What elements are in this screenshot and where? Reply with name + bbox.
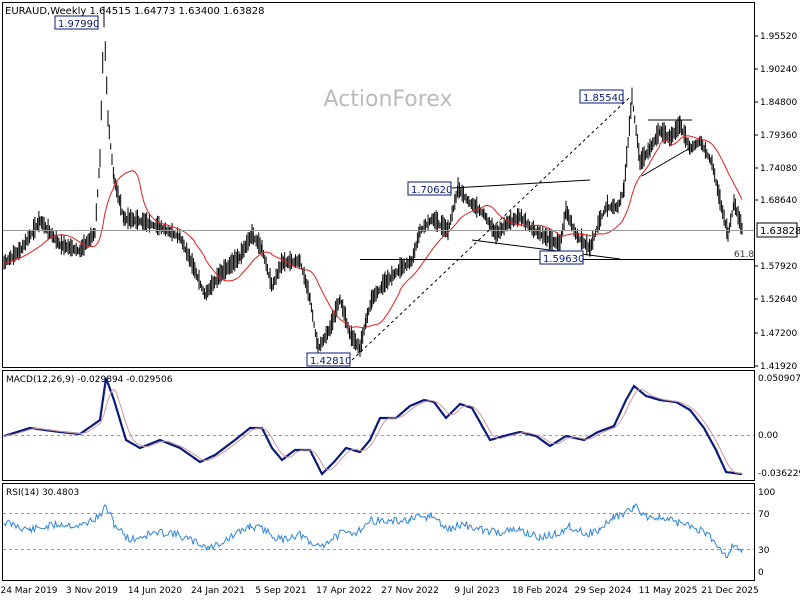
x-tick-label: 21 Dec 2025 xyxy=(701,586,759,596)
price-tick-label: 1.52640 xyxy=(760,295,797,305)
annotation-high-2023: 1.70620 xyxy=(407,181,452,196)
price-overlays xyxy=(3,96,754,361)
header-symbol: EURAUD,Weekly 1.64515 1.64773 1.63400 1.… xyxy=(5,6,264,17)
price-tick-label: 1.41920 xyxy=(760,362,797,372)
dashed-trendline xyxy=(351,96,631,361)
price-tick-label: 1.74080 xyxy=(760,164,797,174)
macd-title: MACD(12,26,9) -0.029894 -0.029506 xyxy=(6,375,173,385)
label-197990: 1.97990 xyxy=(58,19,99,30)
rsi-tick-0: 0 xyxy=(758,568,764,578)
x-tick-label: 24 Jan 2021 xyxy=(191,586,245,596)
x-tick-label: 11 May 2025 xyxy=(639,586,698,596)
price-tick-label: 1.68640 xyxy=(760,196,797,206)
x-tick-label: 24 Mar 2019 xyxy=(0,586,57,596)
x-tick-label: 9 Jul 2023 xyxy=(454,586,499,596)
annotation-high-2025: 1.85540 xyxy=(579,89,624,104)
triangle-lower xyxy=(471,239,621,260)
x-tick-label: 5 Sep 2021 xyxy=(255,586,306,596)
price-tick-label: 1.79360 xyxy=(760,131,797,141)
x-tick-label: 3 Nov 2019 xyxy=(66,586,118,596)
x-tick-label: 14 Jun 2020 xyxy=(128,586,182,596)
macd-tick-bottom: -0.036229 xyxy=(758,469,800,479)
x-tick-label: 27 Nov 2022 xyxy=(381,586,439,596)
current-price-marker: 1.63828 xyxy=(756,222,800,238)
macd-line xyxy=(3,377,743,476)
rsi-tick-70: 70 xyxy=(758,510,770,520)
price-tick-label: 1.84800 xyxy=(760,98,797,108)
sma-line xyxy=(3,135,743,329)
rsi-tick-100: 100 xyxy=(758,488,775,498)
x-tick-label: 18 Feb 2024 xyxy=(512,586,568,596)
fib-level-label: 61.8 xyxy=(734,250,754,260)
price-tick-label: 1.95520 xyxy=(760,32,797,42)
x-tick-label: 29 Sep 2024 xyxy=(574,586,631,596)
label-170620: 1.70620 xyxy=(411,185,452,196)
macd-tick-top: 0.050907 xyxy=(758,374,800,384)
label-142810: 1.42810 xyxy=(310,356,351,367)
flag-lower xyxy=(641,147,691,177)
price-tick-label: 1.57920 xyxy=(760,262,797,272)
rsi-tick-30: 30 xyxy=(758,546,770,556)
macd-panel-frame xyxy=(2,370,755,481)
annotation-low-2022: 1.42810 xyxy=(306,352,351,367)
label-185540: 1.85540 xyxy=(583,93,624,104)
price-axis: 1.95520 1.90240 1.84800 1.79360 1.74080 1.686… xyxy=(754,32,797,372)
rsi-series xyxy=(3,503,743,558)
price-tick-label: 1.90240 xyxy=(760,65,797,75)
watermark: ActionForex xyxy=(324,87,453,112)
price-tick-label: 1.47200 xyxy=(760,329,797,339)
current-price-label: 1.63828 xyxy=(760,226,800,237)
macd-tick-zero: 0.00 xyxy=(758,431,778,441)
macd-series xyxy=(3,377,743,476)
rsi-panel-frame xyxy=(2,483,755,581)
x-axis: 24 Mar 2019 3 Nov 2019 14 Jun 2020 24 Jan 2… xyxy=(0,586,758,596)
price-series xyxy=(3,6,743,358)
price-panel-frame xyxy=(2,2,755,368)
rsi-line xyxy=(3,503,743,558)
rsi-title: RSI(14) 30.4803 xyxy=(6,488,79,498)
x-tick-label: 17 Apr 2022 xyxy=(316,586,372,596)
label-159630: 1.59630 xyxy=(543,254,584,265)
annotation-high-2020: 1.97990 xyxy=(54,15,99,30)
annotation-low-2024: 1.59630 xyxy=(539,250,584,265)
macd-signal-line xyxy=(3,388,743,474)
triangle-upper xyxy=(451,179,591,189)
